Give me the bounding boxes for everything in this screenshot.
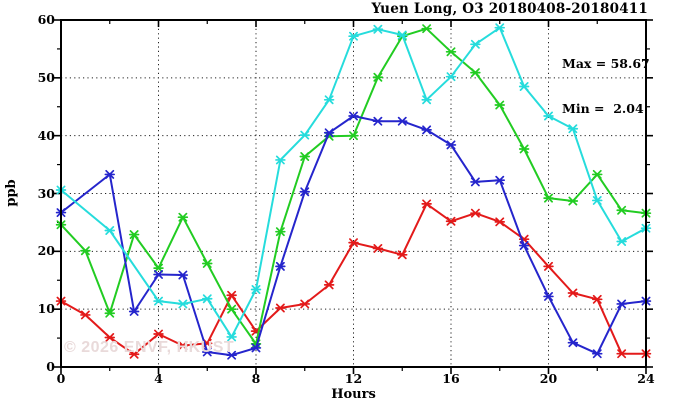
y-tick-label: 0 xyxy=(46,359,55,374)
x-tick-label: 8 xyxy=(251,371,261,386)
series-green-line xyxy=(60,27,647,345)
chart-title: Yuen Long, O3 20180408-20180411 xyxy=(371,1,648,17)
x-axis-title: Hours xyxy=(331,387,376,402)
max-value-label: Max = 58.67 xyxy=(562,56,650,71)
x-tick-label: 16 xyxy=(442,371,460,386)
watermark: © 2026 ENVF, HKUST xyxy=(64,339,235,356)
y-tick-label: 30 xyxy=(37,185,55,201)
y-tick-label: 20 xyxy=(37,243,55,259)
y-tick-label: 10 xyxy=(37,301,55,317)
x-tick-label: 12 xyxy=(344,371,363,386)
x-tick-label: 20 xyxy=(539,371,558,386)
min-value-label: Min = 2.04 xyxy=(562,101,644,116)
x-tick-label: 0 xyxy=(56,371,66,386)
x-tick-label: 24 xyxy=(637,371,655,386)
plot-border xyxy=(60,19,647,368)
y-tick-label: 60 xyxy=(37,12,55,27)
series-red-line xyxy=(60,202,646,356)
max-min-annotation: Max = 58.67 Min = 2.04 xyxy=(562,26,650,146)
y-tick-label: 40 xyxy=(37,127,55,143)
y-tick-label: 50 xyxy=(37,69,55,85)
y-axis-title: ppb xyxy=(4,179,19,207)
x-tick-label: 4 xyxy=(154,371,163,386)
